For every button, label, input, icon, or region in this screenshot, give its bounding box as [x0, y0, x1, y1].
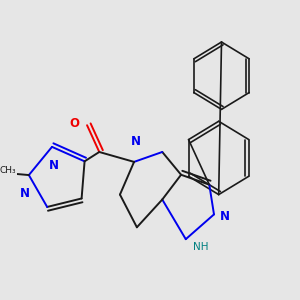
- Text: O: O: [70, 117, 80, 130]
- Text: N: N: [20, 187, 30, 200]
- Text: NH: NH: [193, 242, 209, 252]
- Text: N: N: [49, 159, 59, 172]
- Text: N: N: [131, 135, 141, 148]
- Text: CH₃: CH₃: [0, 166, 16, 175]
- Text: N: N: [220, 210, 230, 223]
